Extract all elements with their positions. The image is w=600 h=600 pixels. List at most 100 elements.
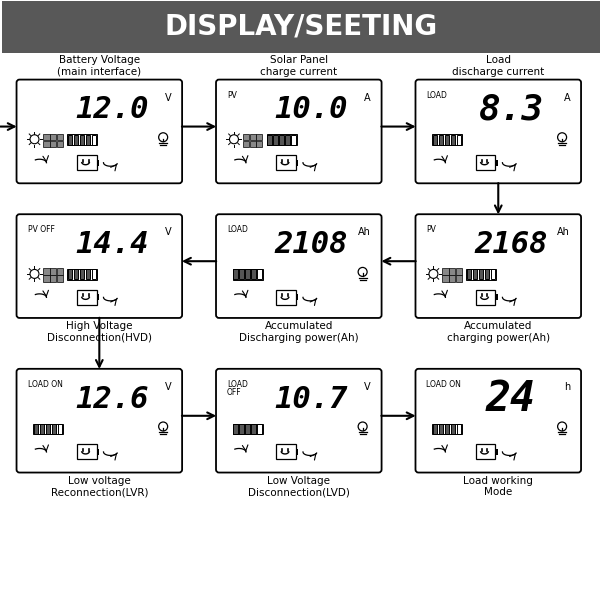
Bar <box>433 424 437 434</box>
Bar <box>445 424 449 434</box>
Bar <box>43 268 50 275</box>
FancyBboxPatch shape <box>415 369 581 473</box>
Bar <box>74 269 79 280</box>
Bar <box>296 295 298 301</box>
Bar <box>233 269 263 280</box>
Text: V: V <box>164 227 171 237</box>
Text: V: V <box>364 382 371 392</box>
FancyBboxPatch shape <box>216 214 382 318</box>
Text: LOAD: LOAD <box>427 91 448 100</box>
Text: h: h <box>564 382 570 392</box>
Text: V: V <box>164 382 171 392</box>
Bar <box>496 449 498 455</box>
Bar <box>92 135 97 145</box>
Bar <box>466 269 496 280</box>
Bar <box>257 269 262 280</box>
Bar <box>80 135 85 145</box>
FancyBboxPatch shape <box>415 214 581 318</box>
Bar <box>77 155 97 170</box>
Bar <box>276 445 296 460</box>
Text: 12.0: 12.0 <box>76 95 149 124</box>
Text: High Voltage
Disconnection(HVD): High Voltage Disconnection(HVD) <box>47 321 152 343</box>
Bar <box>267 134 297 145</box>
Bar <box>92 269 97 280</box>
Bar <box>449 275 455 282</box>
Bar <box>43 134 50 140</box>
Text: LOAD ON: LOAD ON <box>427 380 461 389</box>
Bar <box>451 424 455 434</box>
Bar <box>439 424 443 434</box>
Bar <box>233 424 263 434</box>
Bar <box>491 269 495 280</box>
Bar <box>250 134 256 140</box>
Text: 8.3: 8.3 <box>478 93 544 127</box>
Bar <box>68 135 73 145</box>
Bar <box>245 269 250 280</box>
Bar <box>43 275 50 282</box>
Text: Low voltage
Reconnection(LVR): Low voltage Reconnection(LVR) <box>50 476 148 497</box>
Bar <box>58 424 62 434</box>
Bar <box>276 155 296 170</box>
FancyBboxPatch shape <box>17 369 182 473</box>
Bar <box>286 135 290 145</box>
Bar <box>268 135 272 145</box>
Bar <box>80 269 85 280</box>
Text: OFF: OFF <box>227 388 242 397</box>
Bar <box>256 141 262 147</box>
Bar <box>57 268 63 275</box>
Bar <box>274 135 278 145</box>
Bar <box>456 275 462 282</box>
Text: Ah: Ah <box>557 227 570 237</box>
Bar <box>97 295 99 301</box>
Text: Ah: Ah <box>358 227 371 237</box>
FancyBboxPatch shape <box>17 214 182 318</box>
Bar <box>40 424 44 434</box>
Bar <box>74 135 79 145</box>
Text: PV: PV <box>427 225 436 234</box>
Bar <box>43 141 50 147</box>
Bar <box>239 269 244 280</box>
Text: 2168: 2168 <box>474 230 548 259</box>
Text: LOAD: LOAD <box>227 225 248 234</box>
Text: Solar Panel
charge current: Solar Panel charge current <box>260 55 337 77</box>
Bar <box>276 290 296 305</box>
Bar <box>476 155 496 170</box>
Text: PV: PV <box>227 91 237 100</box>
Text: Accumulated
charging power(Ah): Accumulated charging power(Ah) <box>447 321 550 343</box>
Text: Load working
Mode: Load working Mode <box>463 476 533 497</box>
Bar <box>233 269 238 280</box>
Text: DISPLAY/SEETING: DISPLAY/SEETING <box>164 13 437 41</box>
Bar <box>50 268 56 275</box>
Bar <box>97 160 99 166</box>
Bar <box>68 269 73 280</box>
Bar <box>50 275 56 282</box>
Text: Low Voltage
Disconnection(LVD): Low Voltage Disconnection(LVD) <box>248 476 350 497</box>
Bar <box>433 135 437 145</box>
Bar <box>233 424 238 434</box>
Text: 10.0: 10.0 <box>275 95 349 124</box>
FancyBboxPatch shape <box>17 80 182 184</box>
FancyBboxPatch shape <box>216 369 382 473</box>
FancyBboxPatch shape <box>216 80 382 184</box>
Bar <box>46 424 50 434</box>
Bar <box>2 1 600 53</box>
Bar <box>433 424 463 434</box>
Bar <box>50 134 56 140</box>
Bar <box>476 290 496 305</box>
Bar <box>296 449 298 455</box>
Bar <box>485 269 489 280</box>
Bar <box>67 134 97 145</box>
Text: PV OFF: PV OFF <box>28 225 55 234</box>
Bar <box>86 269 91 280</box>
Bar <box>57 134 63 140</box>
Bar <box>57 141 63 147</box>
Text: 2108: 2108 <box>275 230 349 259</box>
Bar <box>280 135 284 145</box>
Bar <box>97 449 99 455</box>
Bar <box>476 445 496 460</box>
Bar <box>479 269 484 280</box>
Text: A: A <box>364 92 371 103</box>
Bar <box>57 275 63 282</box>
Text: A: A <box>563 92 570 103</box>
Bar <box>250 141 256 147</box>
